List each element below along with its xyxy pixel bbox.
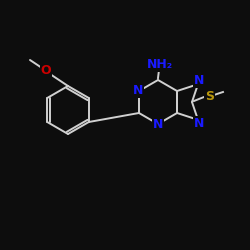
Text: N: N [153, 118, 163, 132]
Text: S: S [206, 90, 214, 102]
Text: N: N [133, 84, 143, 96]
Text: O: O [41, 64, 51, 78]
Text: N: N [194, 74, 204, 87]
Text: NH₂: NH₂ [147, 58, 173, 70]
Text: N: N [194, 117, 204, 130]
